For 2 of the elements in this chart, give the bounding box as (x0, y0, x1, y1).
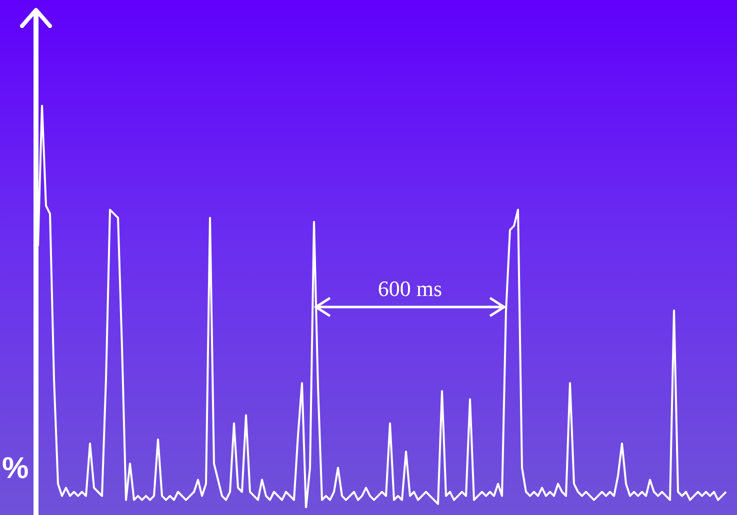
annotation: 600 ms (376, 276, 444, 302)
y-axis-title: % (2, 452, 29, 486)
